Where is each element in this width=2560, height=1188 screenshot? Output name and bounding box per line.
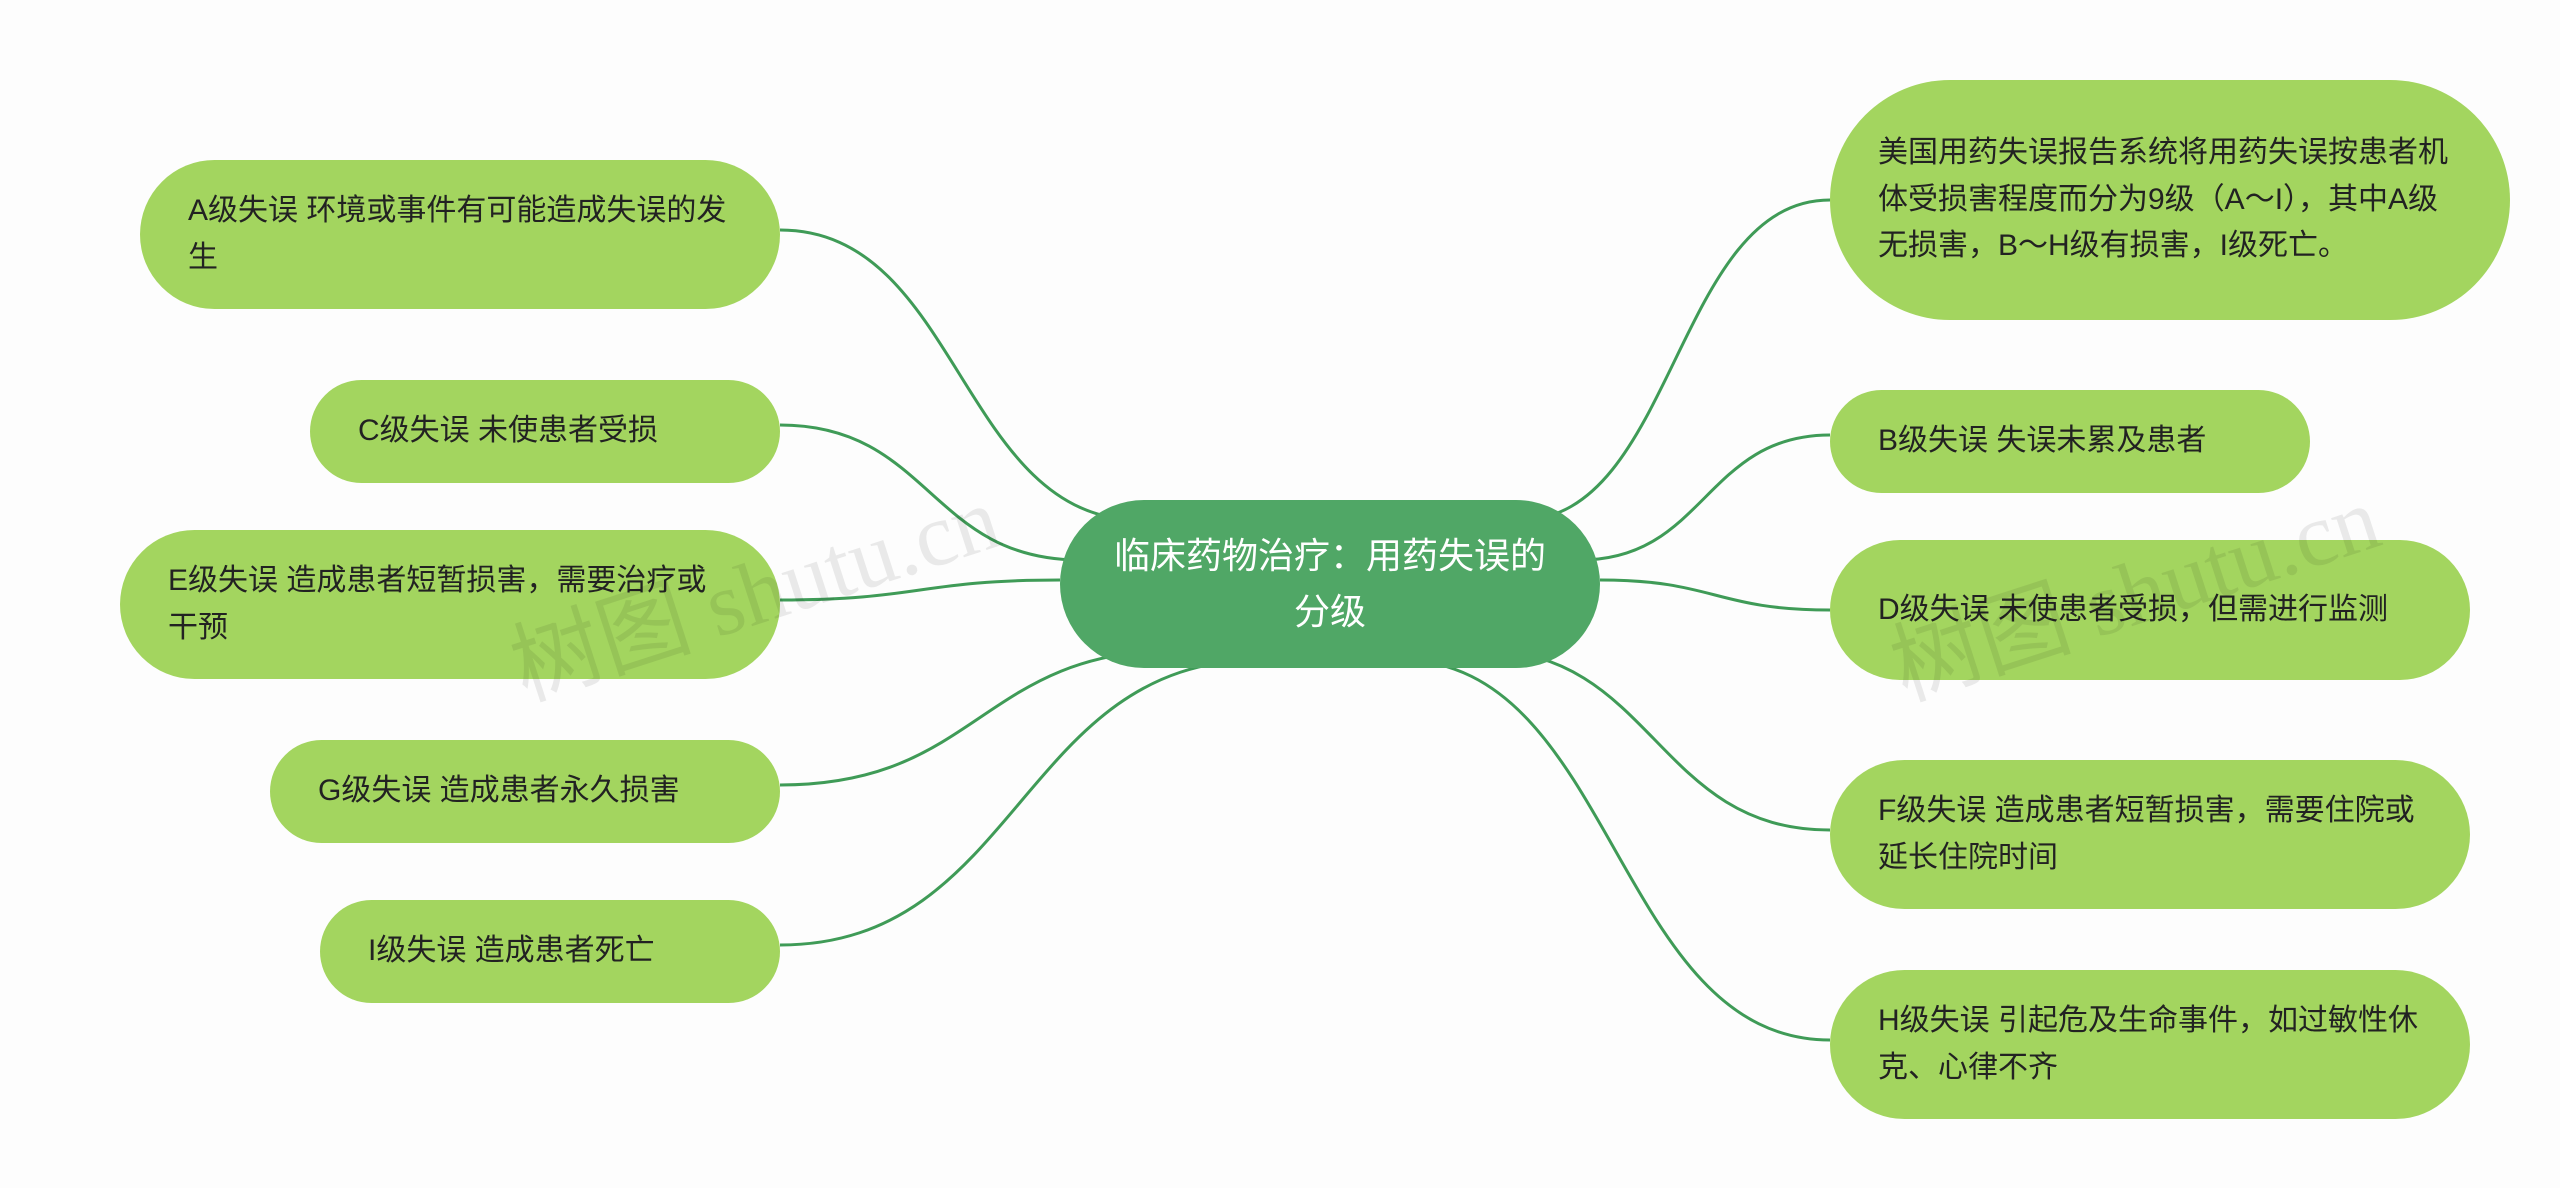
node-label: G级失误 造成患者永久损害	[318, 768, 680, 815]
node-label: A级失误 环境或事件有可能造成失误的发生	[188, 188, 732, 281]
node-label: C级失误 未使患者受损	[358, 408, 658, 455]
node-label: B级失误 失误未累及患者	[1878, 418, 2206, 465]
node-label: E级失误 造成患者短暂损害，需要治疗或干预	[168, 558, 732, 651]
branch-node: C级失误 未使患者受损	[310, 380, 780, 483]
center-node: 临床药物治疗：用药失误的分级	[1060, 500, 1600, 668]
branch-node: F级失误 造成患者短暂损害，需要住院或延长住院时间	[1830, 760, 2470, 909]
branch-node: A级失误 环境或事件有可能造成失误的发生	[140, 160, 780, 309]
node-label: 临床药物治疗：用药失误的分级	[1108, 528, 1552, 640]
node-label: F级失误 造成患者短暂损害，需要住院或延长住院时间	[1878, 788, 2422, 881]
branch-node: 美国用药失误报告系统将用药失误按患者机体受损害程度而分为9级（A～I），其中A级…	[1830, 80, 2510, 320]
branch-node: D级失误 未使患者受损，但需进行监测	[1830, 540, 2470, 680]
mindmap-canvas: 临床药物治疗：用药失误的分级 A级失误 环境或事件有可能造成失误的发生 C级失误 未…	[0, 0, 2560, 1188]
branch-node: B级失误 失误未累及患者	[1830, 390, 2310, 493]
branch-node: I级失误 造成患者死亡	[320, 900, 780, 1003]
node-label: H级失误 引起危及生命事件，如过敏性休克、心律不齐	[1878, 998, 2422, 1091]
branch-node: H级失误 引起危及生命事件，如过敏性休克、心律不齐	[1830, 970, 2470, 1119]
branch-node: G级失误 造成患者永久损害	[270, 740, 780, 843]
node-label: D级失误 未使患者受损，但需进行监测	[1878, 587, 2388, 634]
branch-node: E级失误 造成患者短暂损害，需要治疗或干预	[120, 530, 780, 679]
node-label: I级失误 造成患者死亡	[368, 928, 655, 975]
node-label: 美国用药失误报告系统将用药失误按患者机体受损害程度而分为9级（A～I），其中A级…	[1878, 130, 2462, 270]
